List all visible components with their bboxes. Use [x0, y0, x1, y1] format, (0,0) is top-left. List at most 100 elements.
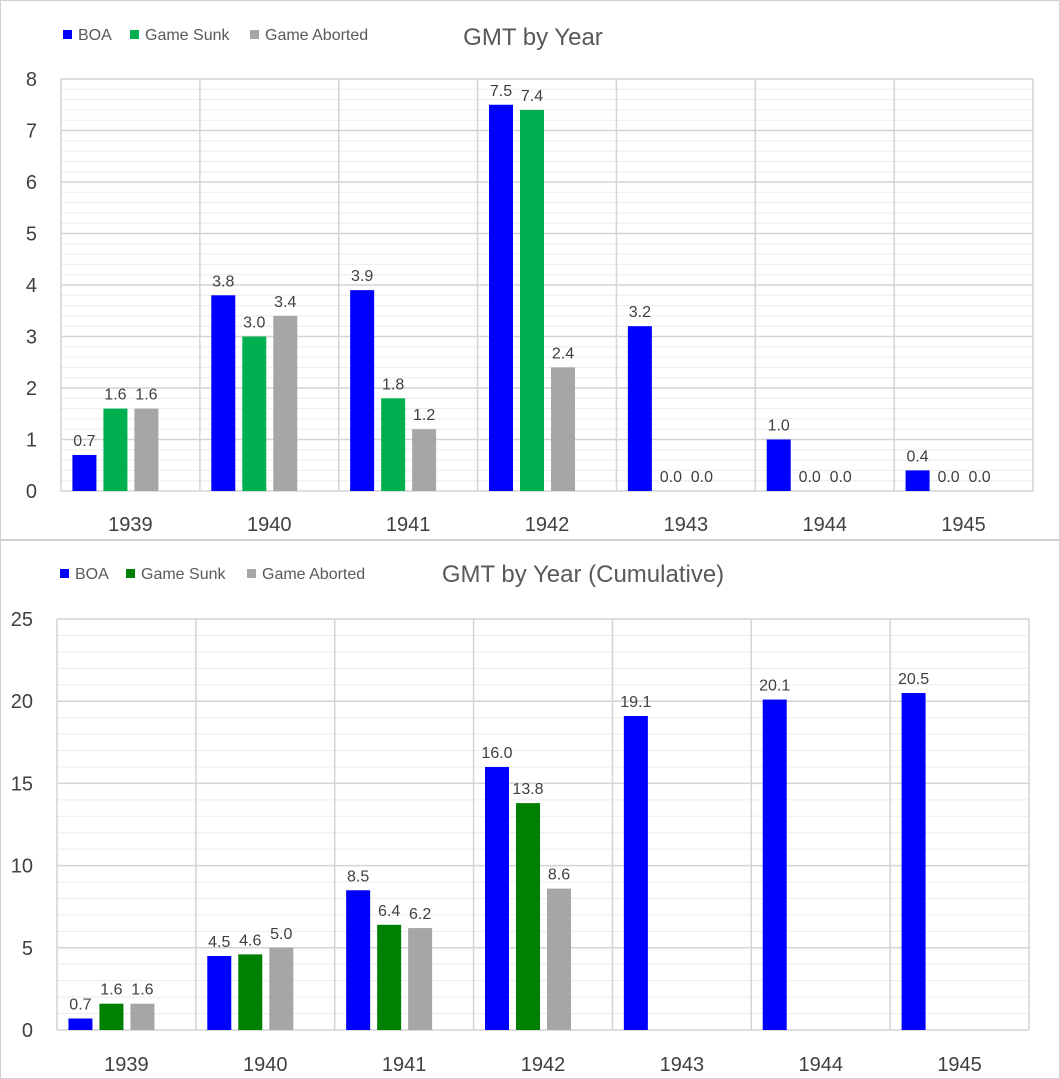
- data-label: 13.8: [512, 781, 543, 798]
- legend-label: Game Sunk: [141, 566, 226, 583]
- bar-boa: [485, 766, 509, 1030]
- chart-title: GMT by Year (Cumulative): [442, 561, 724, 588]
- bar-game-sunk: [242, 336, 267, 491]
- bar-game-aborted: [412, 429, 437, 491]
- bar-boa: [623, 715, 648, 1030]
- bar-game-sunk: [381, 398, 406, 491]
- bar-game-aborted: [408, 928, 433, 1030]
- data-label: 19.1: [620, 694, 651, 711]
- data-label: 20.5: [898, 671, 929, 688]
- data-label: 3.9: [351, 268, 373, 285]
- x-tick-label: 1941: [382, 1054, 427, 1076]
- data-label: 1.2: [413, 407, 435, 424]
- bar-boa: [68, 1018, 93, 1030]
- bar-game-aborted: [273, 315, 298, 491]
- bar-boa: [901, 692, 926, 1030]
- x-tick-label: 1944: [802, 514, 847, 536]
- bar-boa: [905, 470, 930, 491]
- bar-game-sunk: [99, 1003, 124, 1030]
- y-tick-label: 15: [11, 773, 33, 795]
- x-tick-label: 1943: [664, 514, 709, 536]
- data-label: 1.6: [100, 982, 122, 999]
- x-tick-label: 1945: [937, 1054, 982, 1076]
- bar-boa: [762, 699, 787, 1030]
- data-label: 0.0: [968, 469, 990, 486]
- bar-boa: [211, 295, 236, 491]
- data-label: 1.6: [104, 387, 126, 404]
- data-label: 3.8: [212, 273, 234, 290]
- legend-label: Game Sunk: [145, 27, 230, 44]
- x-tick-label: 1939: [108, 514, 153, 536]
- bar-game-sunk: [377, 924, 402, 1030]
- data-label: 3.2: [629, 304, 651, 321]
- data-label: 4.5: [208, 934, 230, 951]
- y-tick-label: 25: [11, 609, 33, 631]
- bar-game-aborted: [547, 888, 571, 1030]
- legend-swatch: [126, 569, 135, 578]
- chart-annual: 0 1 2 3 4 5 6 7 8 0.7 3.8 3.9 7.5 3.2 1.0 0.4 1.6 3.0 1.8 7…: [26, 24, 1034, 536]
- y-tick-label: 2: [26, 378, 37, 400]
- y-tick-label: 7: [26, 121, 37, 143]
- y-tick-label: 4: [26, 275, 37, 297]
- x-tick-label: 1940: [243, 1054, 288, 1076]
- bar-game-sunk: [103, 408, 128, 491]
- y-tick-label: 8: [26, 69, 37, 91]
- x-tick-label: 1941: [386, 514, 431, 536]
- bar-boa: [766, 439, 791, 491]
- bar-boa: [350, 290, 375, 491]
- data-label: 4.6: [239, 932, 261, 949]
- y-tick-label: 1: [26, 430, 37, 452]
- bar-game-sunk: [520, 109, 544, 492]
- y-tick-label: 0: [26, 481, 37, 503]
- x-tick-label: 1940: [247, 514, 292, 536]
- data-label: 0.0: [691, 469, 713, 486]
- bar-game-sunk: [516, 803, 540, 1030]
- x-tick-label: 1939: [104, 1054, 149, 1076]
- data-label: 7.4: [521, 88, 543, 105]
- data-label: 16.0: [481, 745, 512, 762]
- y-tick-label: 20: [11, 691, 33, 713]
- legend-label: BOA: [78, 27, 112, 44]
- chart-title: GMT by Year: [463, 24, 603, 51]
- data-label: 8.5: [347, 868, 369, 885]
- data-label: 0.0: [937, 469, 959, 486]
- data-label: 0.7: [73, 433, 95, 450]
- data-label: 1.6: [131, 982, 153, 999]
- legend-swatch: [60, 569, 69, 578]
- x-tick-label: 1944: [798, 1054, 843, 1076]
- data-label: 6.2: [409, 906, 431, 923]
- data-label: 0.7: [69, 996, 91, 1013]
- legend-label: BOA: [75, 566, 109, 583]
- data-label: 5.0: [270, 926, 292, 943]
- y-tick-label: 3: [26, 327, 37, 349]
- y-tick-label: 5: [26, 224, 37, 246]
- bar-game-aborted: [269, 947, 294, 1030]
- data-label: 0.0: [660, 469, 682, 486]
- y-tick-label: 10: [11, 856, 33, 878]
- chart-cumulative: 0 5 10 15 20 25 0.7 4.5 8.5 16.0 19.1 20.1 20.5 1.6 4.…: [11, 561, 1030, 1076]
- legend-swatch: [130, 30, 139, 39]
- legend-swatch: [63, 30, 72, 39]
- bar-game-aborted: [551, 367, 575, 491]
- data-label: 3.0: [243, 315, 265, 332]
- data-label: 20.1: [759, 678, 790, 695]
- data-label: 2.4: [552, 345, 574, 362]
- x-tick-label: 1943: [660, 1054, 705, 1076]
- bar-boa: [207, 956, 232, 1030]
- data-label: 6.4: [378, 903, 400, 920]
- y-tick-label: 0: [22, 1020, 33, 1042]
- chart-panel-cumulative: 0 5 10 15 20 25 0.7 4.5 8.5 16.0 19.1 20.1 20.5 1.6 4.…: [0, 540, 1060, 1079]
- data-label: 1.8: [382, 376, 404, 393]
- data-label: 0.0: [830, 469, 852, 486]
- data-label: 1.6: [135, 387, 157, 404]
- legend-swatch: [247, 569, 256, 578]
- bar-boa: [627, 326, 652, 491]
- legend-label: Game Aborted: [265, 27, 368, 44]
- bar-game-aborted: [134, 408, 159, 491]
- y-tick-label: 6: [26, 172, 37, 194]
- chart-panel-annual: 0 1 2 3 4 5 6 7 8 0.7 3.8 3.9 7.5 3.2 1.0 0.4 1.6 3.0 1.8 7…: [0, 0, 1060, 540]
- bar-game-sunk: [238, 954, 263, 1030]
- bar-boa: [346, 890, 371, 1030]
- x-tick-label: 1942: [521, 1054, 566, 1076]
- data-label: 1.0: [768, 418, 790, 435]
